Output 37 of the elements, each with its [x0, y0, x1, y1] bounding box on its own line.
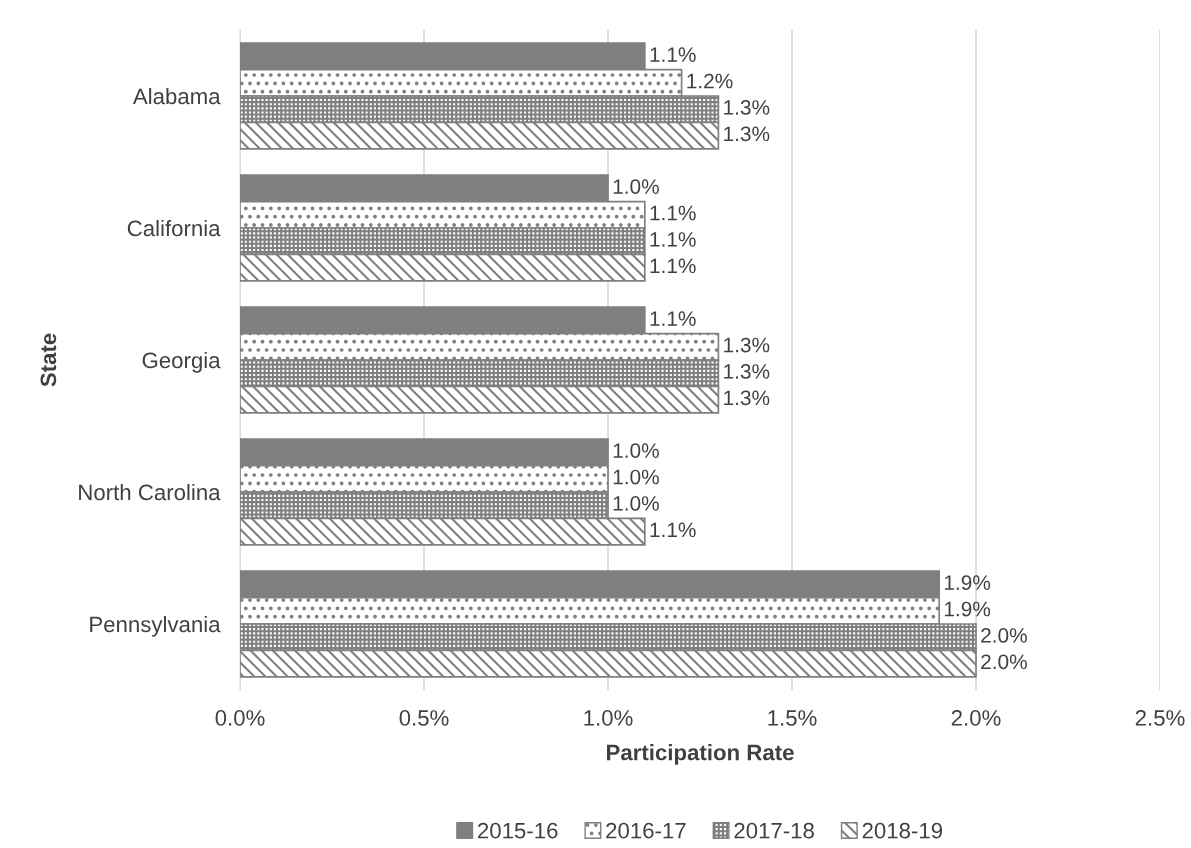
- legend-label: 2015-16: [478, 822, 558, 839]
- data-label: 1.1%: [650, 47, 696, 62]
- data-label: 1.1%: [650, 311, 696, 326]
- x-tick-label: 2.5%: [1135, 710, 1185, 726]
- data-label: 1.3%: [724, 126, 770, 142]
- x-tick-label: 0.0%: [215, 710, 265, 726]
- data-label: 1.3%: [724, 100, 770, 115]
- y-tick-label: North Carolina: [79, 483, 221, 501]
- y-tick-label: California: [127, 219, 221, 237]
- y-tick-label: Georgia: [142, 351, 221, 373]
- data-label: 1.1%: [650, 258, 696, 274]
- data-label: 1.3%: [724, 364, 770, 379]
- data-label: 1.0%: [613, 443, 659, 458]
- data-label: 1.9%: [944, 601, 991, 617]
- x-axis-title: Participation Rate: [607, 744, 794, 765]
- legend-label: 2018-19: [862, 822, 943, 839]
- data-label: 1.9%: [944, 575, 991, 590]
- data-label: 1.1%: [650, 522, 696, 538]
- data-label: 1.2%: [687, 73, 733, 89]
- data-label: 1.1%: [650, 232, 696, 247]
- data-label: 1.0%: [613, 179, 659, 194]
- x-tick-label: 1.5%: [768, 710, 817, 726]
- data-label: 1.3%: [724, 337, 770, 353]
- y-tick-label: Pennsylvania: [90, 615, 221, 637]
- legend-label: 2016-17: [606, 822, 686, 839]
- x-tick-label: 1.0%: [584, 710, 633, 726]
- data-label: 1.0%: [613, 469, 659, 485]
- data-label: 1.3%: [724, 390, 770, 406]
- x-tick-label: 0.5%: [399, 710, 449, 726]
- data-label: 1.1%: [650, 205, 696, 221]
- legend-label: 2017-18: [734, 822, 814, 839]
- data-label: 2.0%: [981, 654, 1027, 670]
- data-label: 2.0%: [981, 628, 1027, 643]
- x-tick-label: 2.0%: [951, 710, 1001, 726]
- data-label: 1.0%: [613, 496, 659, 511]
- y-tick-label: Alabama: [132, 87, 221, 105]
- y-axis-title: State: [40, 333, 57, 387]
